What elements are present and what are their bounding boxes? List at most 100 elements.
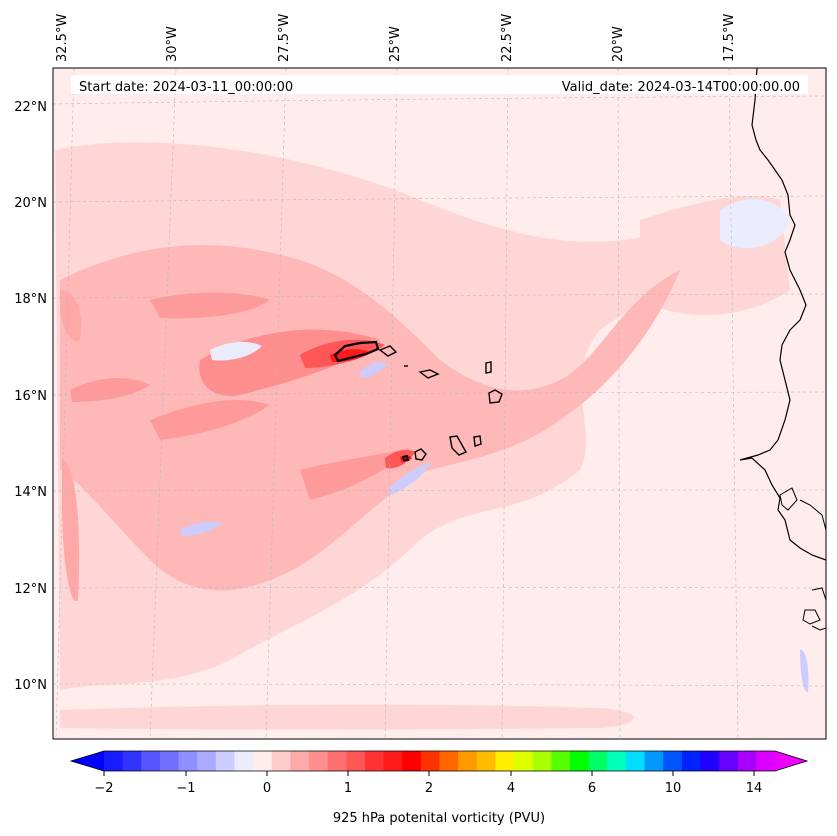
colorbar-tick-label: 6 — [588, 781, 596, 796]
colorbar-tick-labels: −2 −1 0 1 2 4 6 10 14 — [94, 781, 762, 796]
lat-label: 14°N — [14, 485, 47, 500]
colorbar-cell — [681, 751, 701, 771]
lon-label: 27.5°W — [277, 14, 292, 62]
island-sao-vicente — [378, 345, 398, 357]
colorbar-cell — [495, 751, 515, 771]
lat-label: 18°N — [14, 292, 47, 307]
colorbar-tick-label: 4 — [507, 781, 515, 796]
pv-field-light-2 — [60, 704, 634, 730]
colorbar-cell — [141, 751, 161, 771]
colorbar-cell — [644, 751, 664, 771]
island-fogo — [414, 448, 427, 461]
pv-band-5 — [60, 290, 82, 341]
lon-label: 20°W — [611, 26, 626, 62]
island-sal — [485, 361, 492, 374]
colorbar-cell — [104, 751, 124, 771]
pv-neg-4 — [720, 199, 790, 249]
lat-label: 16°N — [14, 389, 47, 404]
african-coastline — [739, 68, 826, 561]
lon-label: 25°W — [388, 26, 403, 62]
island-maio — [473, 435, 482, 447]
colorbar-cell — [532, 751, 552, 771]
colorbar-cell — [588, 751, 608, 771]
colorbar-cell — [514, 751, 534, 771]
coastline-detail-3 — [802, 587, 826, 631]
pv-neg-3 — [180, 522, 222, 536]
colorbar-cell — [197, 751, 217, 771]
latitude-labels: 22°N 20°N 18°N 16°N 14°N 12°N 10°N — [14, 100, 47, 693]
colorbar-cell — [700, 751, 720, 771]
pv-field-medium — [60, 245, 680, 591]
colorbar-tick-label: 1 — [344, 781, 352, 796]
pv-core-north-inner — [330, 349, 370, 362]
lat-label: 22°N — [14, 100, 47, 115]
colorbar-cell — [253, 751, 273, 771]
colorbar-min-extend-arrow — [71, 751, 104, 771]
coastline-detail-2 — [799, 499, 826, 531]
cape-verde-islands — [333, 340, 503, 461]
colorbar-ticks — [103, 771, 755, 776]
longitude-gridlines — [55, 68, 739, 739]
lon-label: 32.5°W — [55, 14, 70, 62]
colorbar-cell — [719, 751, 739, 771]
island-sao-nicolau — [418, 369, 440, 379]
pv-band-7 — [300, 448, 410, 500]
coastline-detail-1 — [779, 487, 798, 511]
pv-band-3 — [150, 400, 270, 440]
colorbar-cell — [159, 751, 179, 771]
lat-label: 20°N — [14, 196, 47, 211]
colorbar-cells — [104, 751, 776, 771]
colorbar-cell — [364, 751, 384, 771]
island-santiago — [449, 435, 467, 456]
pv-band-4 — [70, 378, 150, 402]
colorbar-tick-label: 14 — [746, 781, 763, 796]
pv-neg-2 — [388, 462, 432, 495]
start-date-text: Start date: 2024-03-11_00:00:00 — [79, 80, 293, 95]
colorbar-cell — [271, 751, 291, 771]
colorbar-cell — [476, 751, 496, 771]
colorbar-cell — [402, 751, 422, 771]
valid-date-text: Valid_date: 2024-03-14T00:00:00.00 — [562, 80, 800, 95]
colorbar-tick-label: 0 — [263, 781, 271, 796]
colorbar-tick-label: −1 — [176, 781, 195, 796]
colorbar-cell — [625, 751, 645, 771]
lon-label: 17.5°W — [722, 14, 737, 62]
colorbar-cell — [458, 751, 478, 771]
colorbar-cell — [756, 751, 776, 771]
colorbar-cell — [327, 751, 347, 771]
colorbar-cell — [290, 751, 310, 771]
island-brava — [401, 454, 410, 461]
island-boa-vista — [488, 389, 503, 404]
colorbar: −2 −1 0 1 2 4 6 10 14 925 hPa potenital … — [69, 750, 809, 826]
colorbar-label: 925 hPa potenital vorticity (PVU) — [333, 811, 545, 826]
pv-band-6 — [62, 460, 80, 602]
colorbar-cell — [383, 751, 403, 771]
longitude-labels: 32.5°W 30°W 27.5°W 25°W 22.5°W 20°W 17.5… — [55, 14, 737, 62]
map-frame — [52, 67, 827, 740]
pv-neg-1 — [360, 362, 388, 378]
colorbar-tick-label: −2 — [94, 781, 113, 796]
colorbar-tick-label: 10 — [665, 781, 682, 796]
pv-core-south — [385, 450, 415, 469]
lat-label: 12°N — [14, 582, 47, 597]
colorbar-cell — [309, 751, 329, 771]
colorbar-cell — [122, 751, 142, 771]
colorbar-tick-label: 2 — [425, 781, 433, 796]
colorbar-cell — [439, 751, 459, 771]
colorbar-cell — [569, 751, 590, 771]
colorbar-cell — [551, 751, 571, 771]
lat-label: 10°N — [14, 678, 47, 693]
colorbar-cell — [663, 751, 683, 771]
colorbar-cell — [420, 751, 440, 771]
pv-band-2 — [150, 292, 270, 319]
colorbar-cell — [215, 751, 235, 771]
pv-neg-6 — [800, 649, 809, 693]
date-header-box — [71, 75, 808, 94]
colorbar-cell — [346, 751, 366, 771]
colorbar-cell — [737, 751, 757, 771]
island-santo-antao — [333, 340, 380, 363]
colorbar-cell — [178, 751, 198, 771]
colorbar-cell — [607, 751, 627, 771]
pv-neg-5 — [210, 341, 262, 361]
